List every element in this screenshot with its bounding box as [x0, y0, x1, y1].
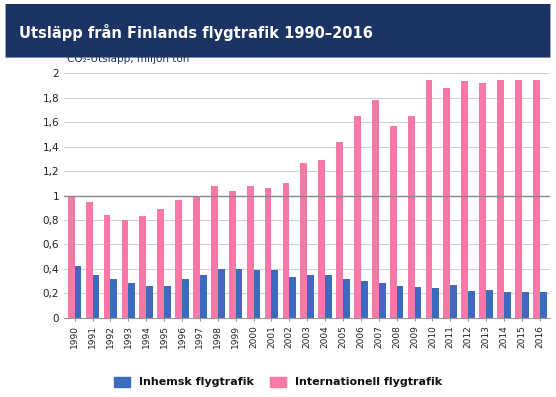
Bar	[354, 116, 361, 318]
Bar	[265, 188, 271, 318]
Bar	[522, 292, 529, 318]
Bar	[415, 287, 421, 318]
Bar	[307, 275, 314, 318]
Bar	[75, 266, 82, 318]
Bar	[533, 79, 540, 318]
Bar	[396, 286, 404, 318]
Bar	[300, 162, 307, 318]
Bar	[164, 286, 171, 318]
Bar	[140, 216, 146, 318]
Bar	[479, 83, 486, 318]
Bar	[336, 142, 343, 318]
Bar	[103, 215, 111, 318]
Bar	[390, 126, 396, 318]
Bar	[271, 270, 278, 318]
Bar	[254, 270, 260, 318]
Bar	[486, 289, 493, 318]
Text: Utsläpp från Finlands flygtrafik 1990–2016: Utsläpp från Finlands flygtrafik 1990–20…	[19, 24, 373, 41]
Bar	[68, 195, 75, 318]
Bar	[318, 160, 325, 318]
Legend: Inhemsk flygtrafik, Internationell flygtrafik: Inhemsk flygtrafik, Internationell flygt…	[114, 377, 442, 387]
Bar	[408, 116, 415, 318]
Bar	[361, 281, 368, 318]
Bar	[218, 269, 225, 318]
Bar	[229, 191, 236, 318]
Bar	[444, 88, 450, 318]
Bar	[247, 186, 254, 318]
Bar	[372, 100, 379, 318]
Bar	[504, 292, 511, 318]
Bar	[193, 195, 200, 318]
Bar	[515, 79, 522, 318]
Bar	[540, 292, 547, 318]
Bar	[86, 202, 92, 318]
Bar	[450, 285, 457, 318]
Bar	[146, 286, 153, 318]
Bar	[461, 81, 468, 318]
Bar	[497, 79, 504, 318]
Bar	[157, 209, 164, 318]
Bar	[425, 79, 433, 318]
Bar	[182, 279, 189, 318]
Bar	[343, 279, 350, 318]
Bar	[325, 275, 332, 318]
Bar	[379, 283, 385, 318]
Bar	[200, 275, 207, 318]
Bar	[468, 291, 475, 318]
Bar	[122, 220, 128, 318]
Text: CO₂-Utsläpp, miljon ton: CO₂-Utsläpp, miljon ton	[67, 54, 189, 64]
Bar	[211, 186, 218, 318]
Bar	[289, 278, 296, 318]
Bar	[175, 200, 182, 318]
Bar	[282, 183, 289, 318]
Bar	[236, 269, 242, 318]
Bar	[128, 283, 135, 318]
FancyBboxPatch shape	[6, 4, 550, 58]
Bar	[92, 275, 100, 318]
Bar	[111, 279, 117, 318]
Bar	[433, 288, 439, 318]
